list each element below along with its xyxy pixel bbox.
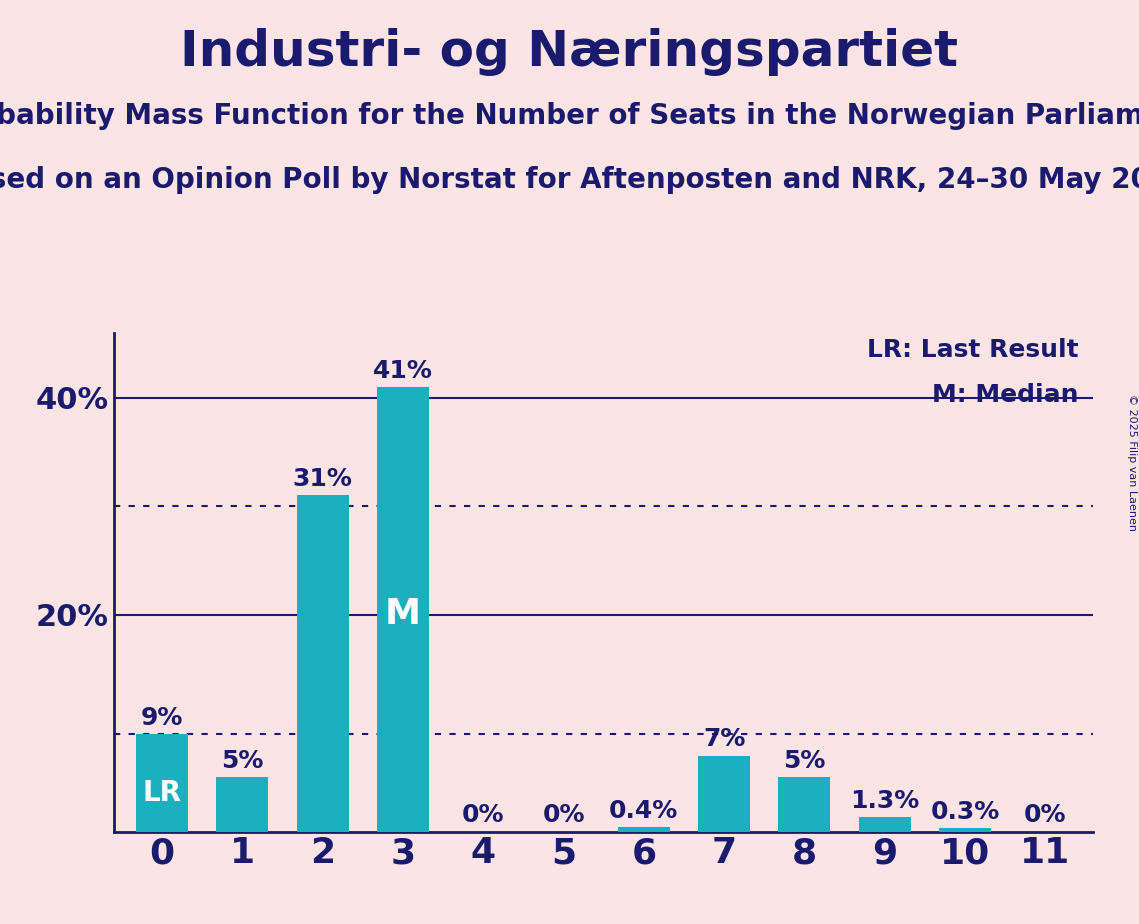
Text: M: Median: M: Median: [932, 383, 1079, 407]
Text: 0%: 0%: [462, 803, 505, 827]
Text: 0.3%: 0.3%: [931, 800, 1000, 824]
Bar: [698, 756, 751, 832]
Text: 41%: 41%: [372, 359, 433, 383]
Bar: [778, 777, 830, 832]
Text: LR: LR: [142, 779, 181, 808]
Bar: [939, 828, 991, 832]
Text: Based on an Opinion Poll by Norstat for Aftenposten and NRK, 24–30 May 2023: Based on an Opinion Poll by Norstat for …: [0, 166, 1139, 194]
Text: 1.3%: 1.3%: [850, 789, 919, 813]
Text: © 2025 Filip van Laenen: © 2025 Filip van Laenen: [1126, 394, 1137, 530]
Bar: [377, 387, 429, 832]
Text: 5%: 5%: [784, 749, 826, 773]
Bar: [216, 777, 269, 832]
Bar: [617, 827, 670, 832]
Text: 9%: 9%: [141, 706, 183, 730]
Text: 0%: 0%: [1024, 803, 1066, 827]
Text: M: M: [385, 598, 421, 631]
Bar: [136, 734, 188, 832]
Text: Industri- og Næringspartiet: Industri- og Næringspartiet: [180, 28, 959, 76]
Text: 5%: 5%: [221, 749, 263, 773]
Bar: [859, 818, 911, 832]
Text: LR: Last Result: LR: Last Result: [867, 337, 1079, 361]
Text: 7%: 7%: [703, 727, 745, 751]
Text: 0.4%: 0.4%: [609, 799, 679, 823]
Text: 0%: 0%: [542, 803, 584, 827]
Text: 31%: 31%: [293, 467, 353, 491]
Text: Probability Mass Function for the Number of Seats in the Norwegian Parliament: Probability Mass Function for the Number…: [0, 102, 1139, 129]
Bar: [296, 495, 349, 832]
